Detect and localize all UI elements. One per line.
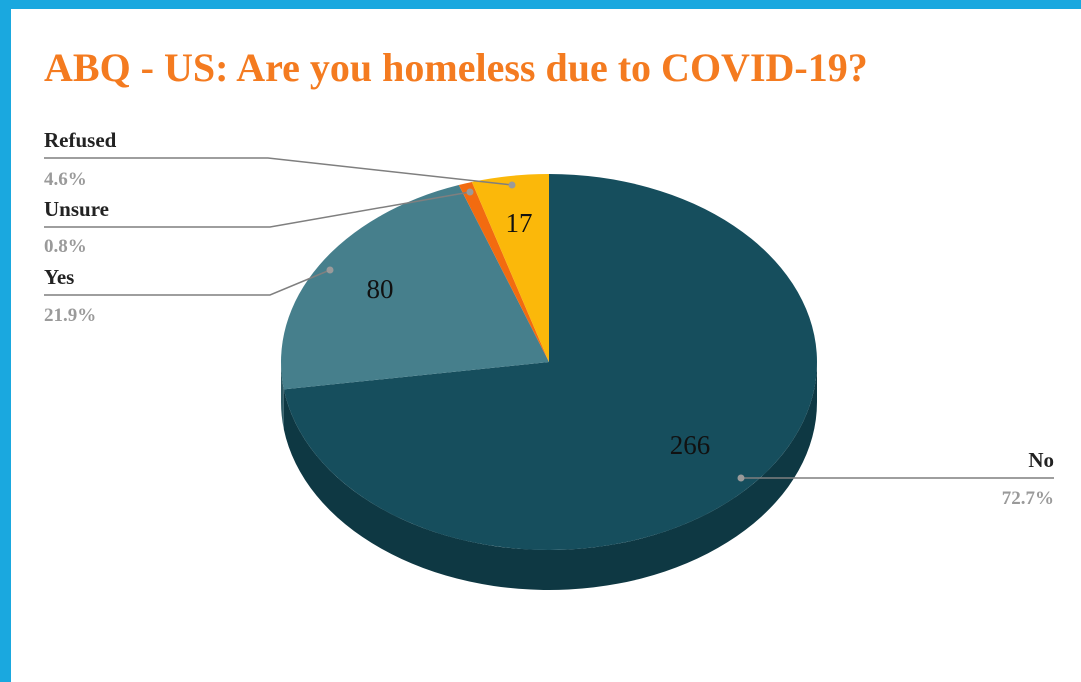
leader-dot-no [737,474,745,482]
percent-label-no: 72.7% [1002,488,1054,509]
pie-side-yes [281,362,284,430]
percent-label-refused: 4.6% [44,169,87,190]
percent-label-yes: 21.9% [44,305,96,326]
data-label-refused: 17 [506,208,533,238]
data-label-yes: 80 [367,274,394,304]
category-label-refused: Refused [44,128,117,152]
leader-dot-unsure [466,188,474,196]
leader-lines [44,157,1054,482]
pie-sides [281,362,817,590]
leader-dot-refused [508,181,516,189]
pie-slice-yes [281,184,549,390]
leader-line-yes [44,269,331,296]
pie-slice-refused [471,174,549,362]
leader-dot-yes [326,266,334,274]
category-label-no: No [1028,448,1054,472]
pie-slice-unsure [458,181,549,362]
percent-label-unsure: 0.8% [44,236,87,257]
category-label-unsure: Unsure [44,197,109,221]
leader-line-refused [44,157,513,186]
category-label-yes: Yes [44,265,74,289]
leader-line-unsure [44,191,471,228]
slice-labels: 266 80 17 No 72.7% Yes 21.9% Unsure 0.8% Refused 4… [44,128,1054,509]
chart-title: ABQ - US: Are you homeless due to COVID-… [44,45,868,90]
pie-side-no [283,362,817,590]
data-label-no: 266 [670,430,711,460]
pie-slices [281,174,817,550]
pie-slice-no [283,174,817,550]
